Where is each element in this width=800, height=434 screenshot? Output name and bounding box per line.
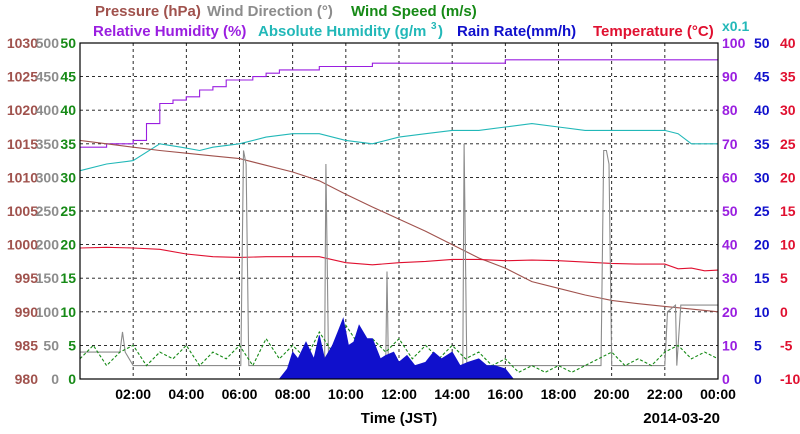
x-tick-label: 00:00: [700, 386, 736, 402]
legend-wind-direction: Wind Direction (°): [207, 3, 333, 20]
y-tick-label-right: 0: [722, 371, 730, 387]
y-tick-label-right: 30: [754, 169, 770, 185]
series-rain-rate-area: [278, 317, 515, 380]
y-tick-label-right: 40: [780, 35, 796, 51]
y-tick-label-right: 20: [780, 169, 796, 185]
plot-frame: [79, 42, 719, 380]
x-tick-label: 02:00: [115, 386, 151, 402]
x-tick-label: 14:00: [434, 386, 470, 402]
y-tick-label-right: 5: [754, 337, 762, 353]
date-label: 2014-03-20: [643, 410, 720, 427]
y-tick-label-right: 50: [754, 35, 770, 51]
y-tick-label-right: 20: [722, 304, 738, 320]
y-tick-label-left: 450: [36, 69, 60, 85]
y-tick-label-left: 990: [15, 304, 39, 320]
x-tick-label: 18:00: [541, 386, 577, 402]
y-tick-label-left: 35: [60, 136, 76, 152]
y-tick-label-left: 995: [15, 270, 39, 286]
y-tick-label-left: 5: [68, 337, 76, 353]
y-tick-label-left: 1005: [7, 203, 38, 219]
x-tick-label: 22:00: [647, 386, 683, 402]
y-tick-label-left: 1000: [7, 237, 38, 253]
legend-wind-speed: Wind Speed (m/s): [351, 3, 477, 20]
y-tick-label-right: -10: [780, 371, 800, 387]
series-wind-speed-m-s: [79, 324, 719, 373]
y-tick-label-right: 10: [754, 304, 770, 320]
y-tick-label-left: 10: [60, 304, 76, 320]
series-relative-humidity: [80, 59, 718, 148]
y-tick-label-left: 45: [60, 69, 76, 85]
y-tick-label-left: 250: [36, 203, 60, 219]
x-tick-label: 16:00: [487, 386, 523, 402]
legend-absolute-humidity-tail: ): [438, 23, 443, 40]
x-tick-label: 04:00: [168, 386, 204, 402]
y-tick-label-right: 30: [722, 270, 738, 286]
y-tick-label-right: 0: [780, 304, 788, 320]
y-tick-label-left: 1025: [7, 69, 38, 85]
y-tick-label-left: 350: [36, 136, 60, 152]
y-tick-label-left: 50: [60, 35, 76, 51]
legend-temperature: Temperature (°C): [593, 23, 714, 40]
y-tick-label-left: 15: [60, 270, 76, 286]
y-tick-label-left: 400: [36, 102, 60, 118]
y-tick-label-right: -5: [780, 337, 793, 353]
y-tick-label-right: 25: [754, 203, 770, 219]
y-tick-label-left: 0: [51, 371, 59, 387]
y-tick-label-right: 90: [722, 69, 738, 85]
x-tick-label: 06:00: [222, 386, 258, 402]
x-tick-label: 20:00: [594, 386, 630, 402]
y-tick-label-right: 5: [780, 270, 788, 286]
y-tick-label-left: 1020: [7, 102, 38, 118]
x01-note: x0.1: [722, 18, 749, 34]
y-tick-label-left: 500: [36, 35, 60, 51]
y-tick-label-left: 50: [43, 337, 59, 353]
x-axis-title: Time (JST): [361, 410, 437, 427]
y-tick-label-right: 80: [722, 102, 738, 118]
y-tick-label-right: 35: [780, 69, 796, 85]
x-tick-label: 10:00: [328, 386, 364, 402]
y-tick-label-left: 0: [68, 371, 76, 387]
y-tick-label-right: 40: [754, 102, 770, 118]
x-tick-label: 08:00: [275, 386, 311, 402]
y-tick-label-left: 20: [60, 237, 76, 253]
y-tick-label-left: 25: [60, 203, 76, 219]
legend-absolute-humidity: Absolute Humidity (g/m: [258, 23, 426, 40]
y-tick-label-right: 60: [722, 169, 738, 185]
y-tick-label-right: 40: [722, 237, 738, 253]
y-tick-label-left: 150: [36, 270, 60, 286]
y-tick-label-left: 1010: [7, 169, 38, 185]
y-tick-label-right: 10: [722, 337, 738, 353]
y-tick-label-right: 70: [722, 136, 738, 152]
y-tick-label-right: 10: [780, 237, 796, 253]
y-tick-label-left: 980: [15, 371, 39, 387]
y-tick-label-left: 100: [36, 304, 60, 320]
y-tick-label-left: 985: [15, 337, 39, 353]
y-tick-label-right: 20: [754, 237, 770, 253]
y-tick-label-right: 0: [754, 371, 762, 387]
y-tick-label-left: 200: [36, 237, 60, 253]
y-tick-label-right: 15: [780, 203, 796, 219]
y-tick-label-left: 30: [60, 169, 76, 185]
y-tick-label-left: 40: [60, 102, 76, 118]
y-tick-label-right: 30: [780, 102, 796, 118]
series-absolute-humidity-g-m3-x0-1: [79, 123, 718, 172]
series-pressure-hpa: [79, 139, 719, 313]
y-tick-label-left: 300: [36, 169, 60, 185]
legend-rain-rate: Rain Rate(mm/h): [457, 23, 576, 40]
y-tick-label-left: 1030: [7, 35, 38, 51]
y-tick-label-right: 50: [722, 203, 738, 219]
y-tick-label-left: 1015: [7, 136, 38, 152]
series-temperature-c: [79, 246, 719, 272]
legend-pressure: Pressure (hPa): [95, 3, 201, 20]
legend-relative-humidity: Relative Humidity (%): [93, 23, 246, 40]
x-tick-label: 12:00: [381, 386, 417, 402]
y-tick-label-right: 15: [754, 270, 770, 286]
y-tick-label-right: 25: [780, 136, 796, 152]
y-tick-label-right: 35: [754, 136, 770, 152]
y-tick-label-right: 100: [722, 35, 746, 51]
y-tick-label-right: 45: [754, 69, 770, 85]
legend-absolute-humidity-sup: 3: [431, 21, 437, 32]
